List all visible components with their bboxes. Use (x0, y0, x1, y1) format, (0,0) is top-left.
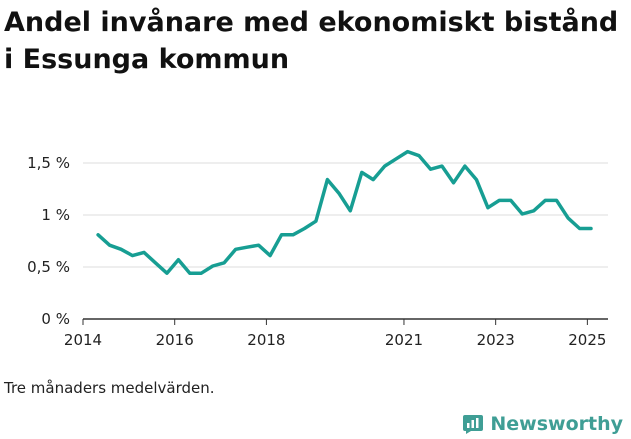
data-point (326, 178, 329, 181)
data-point (165, 272, 169, 275)
chart-caption: Tre månaders medelvärden. (4, 379, 215, 397)
data-point (291, 233, 295, 236)
x-tick-label: 2021 (385, 331, 423, 349)
y-tick-label: 0 % (41, 310, 70, 328)
data-point (555, 199, 558, 202)
x-tick-label: 2018 (247, 331, 285, 349)
data-point (257, 243, 260, 247)
x-axis: 2014 2016 2018 2021 2023 2025 (64, 319, 606, 349)
data-point (119, 248, 123, 251)
data-point (532, 209, 535, 213)
data-point (589, 227, 593, 230)
data-point (521, 212, 524, 216)
data-point (486, 206, 490, 209)
data-point (578, 227, 581, 230)
data-point (463, 164, 467, 168)
data-point (303, 227, 306, 230)
data-point (142, 251, 146, 254)
data-point (177, 258, 180, 261)
data-point (108, 243, 111, 247)
data-point (475, 178, 478, 181)
data-point (360, 171, 363, 174)
newsworthy-logo-icon (463, 415, 484, 434)
series-lines (96, 149, 593, 275)
data-point (96, 233, 100, 236)
y-tick-label: 1,5 % (27, 154, 70, 172)
gridlines (83, 162, 608, 320)
data-point (154, 261, 157, 265)
y-axis-labels: 0 % 0,5 % 1 % 1,5 % (27, 154, 70, 328)
data-point (543, 199, 547, 202)
data-point (394, 157, 398, 161)
data-point (337, 191, 341, 195)
data-point (372, 178, 375, 181)
brand-name: Newsworthy (490, 413, 623, 435)
data-point (440, 164, 444, 168)
data-point (245, 246, 249, 249)
data-point (268, 254, 272, 257)
data-point (417, 154, 421, 157)
data-point (211, 264, 214, 268)
data-point (349, 209, 352, 213)
x-tick-label: 2025 (568, 331, 606, 349)
brand-logo: Newsworthy (462, 409, 623, 439)
data-point (566, 216, 570, 220)
data-point (498, 199, 501, 202)
series-line (96, 149, 593, 275)
chart-title: Andel invånare med ekonomiskt bistånd i … (4, 7, 619, 75)
data-point (234, 248, 237, 251)
data-point (383, 164, 386, 168)
data-point (509, 199, 512, 202)
x-tick-label: 2014 (64, 331, 102, 349)
data-point (188, 272, 192, 275)
data-point (429, 168, 432, 171)
data-point (223, 261, 226, 265)
data-point (280, 233, 283, 236)
data-point (131, 254, 134, 257)
data-point (200, 272, 203, 275)
data-point (452, 181, 455, 184)
x-tick-label: 2016 (156, 331, 194, 349)
data-point (406, 150, 409, 153)
y-tick-label: 0,5 % (27, 258, 70, 276)
data-point (314, 220, 318, 223)
x-tick-label: 2023 (477, 331, 515, 349)
y-tick-label: 1 % (41, 206, 70, 224)
